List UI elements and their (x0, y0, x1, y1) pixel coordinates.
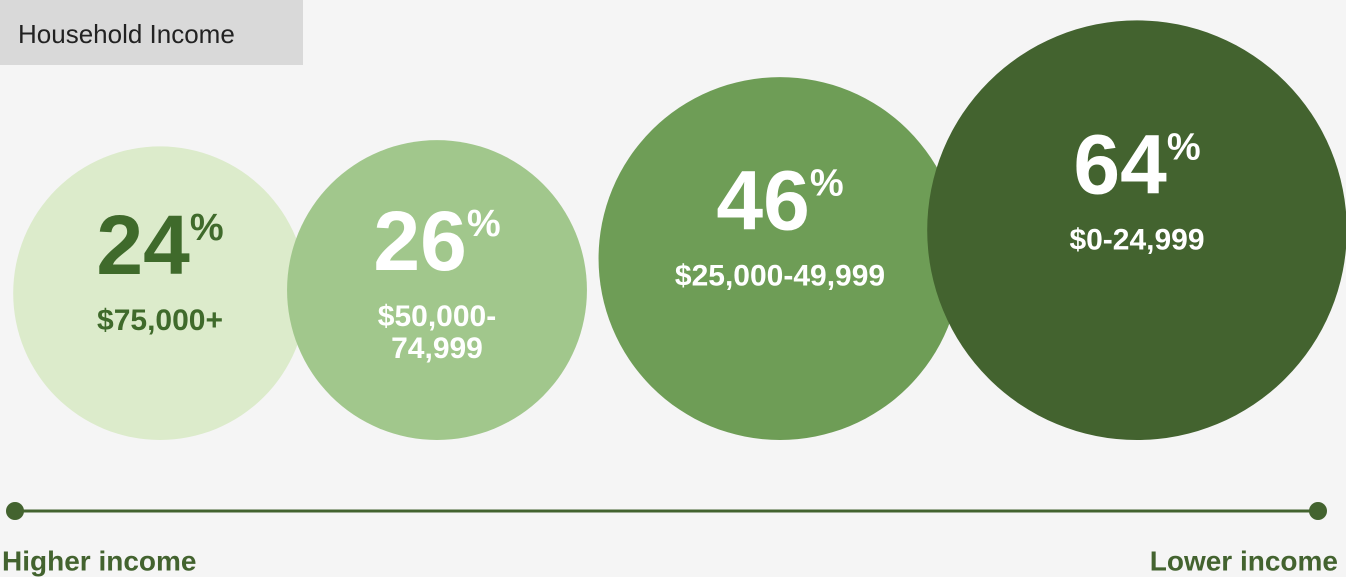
value-label: 46% (716, 154, 843, 248)
value-label: 26% (373, 194, 500, 288)
value-label: 24% (96, 198, 223, 292)
bubble (598, 77, 962, 441)
chart-title: Household Income (18, 19, 235, 49)
bubbles: 24% $75,000+ 26% $50,000-74,999 46% $25,000-4… (13, 20, 1346, 441)
category-label: $0-24,999 (1069, 223, 1204, 256)
category-label: $25,000-49,999 (675, 260, 885, 293)
category-label: $75,000+ (97, 304, 223, 337)
axis-end-dot (1309, 502, 1327, 520)
bubble (13, 146, 307, 440)
bubble (927, 20, 1346, 440)
category-label: $50,000-74,999 (378, 300, 496, 365)
value-label: 64% (1073, 118, 1200, 212)
annotation-left: Higher income (2, 545, 196, 576)
annotation-right: Lower income (1150, 545, 1338, 576)
title-box (0, 0, 303, 65)
bubble (287, 140, 587, 441)
axis-end-dot (6, 502, 24, 520)
